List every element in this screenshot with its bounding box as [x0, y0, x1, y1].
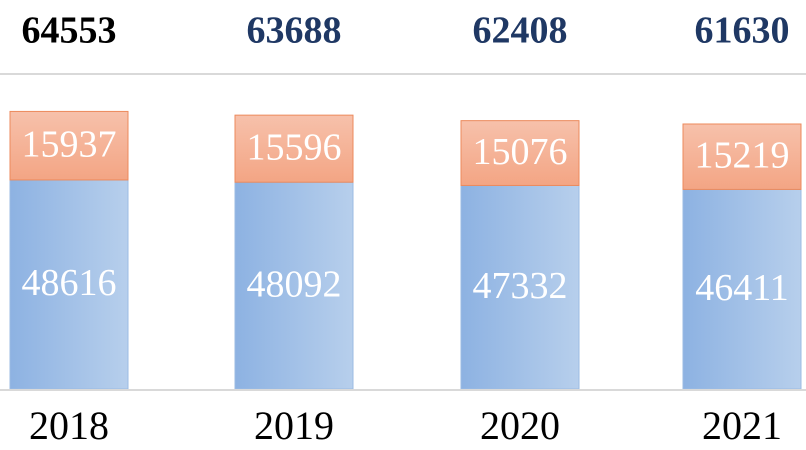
segment-label: 48092 — [247, 263, 342, 305]
segment-label: 15076 — [473, 131, 568, 173]
segment-label: 15937 — [22, 123, 117, 165]
bar-segment — [682, 123, 802, 190]
total-label: 61630 — [695, 10, 790, 52]
bar-segment — [9, 110, 129, 181]
bar-segment — [460, 120, 580, 186]
x-tick-label: 2019 — [254, 403, 334, 448]
bar-segment — [460, 184, 580, 390]
x-tick-label: 2020 — [480, 403, 560, 448]
segment-label: 46411 — [695, 267, 789, 309]
segment-label: 48616 — [22, 262, 117, 304]
x-tick-label: 2021 — [702, 403, 782, 448]
bar-segment — [682, 188, 802, 390]
segment-label: 47332 — [473, 265, 568, 307]
segment-label: 15219 — [695, 134, 790, 176]
segment-label: 15596 — [247, 126, 342, 168]
bar-segment — [234, 114, 354, 183]
x-tick-label: 2018 — [29, 403, 109, 448]
total-label: 63688 — [247, 10, 342, 52]
total-label: 64553 — [22, 10, 117, 52]
total-label: 62408 — [473, 10, 568, 52]
